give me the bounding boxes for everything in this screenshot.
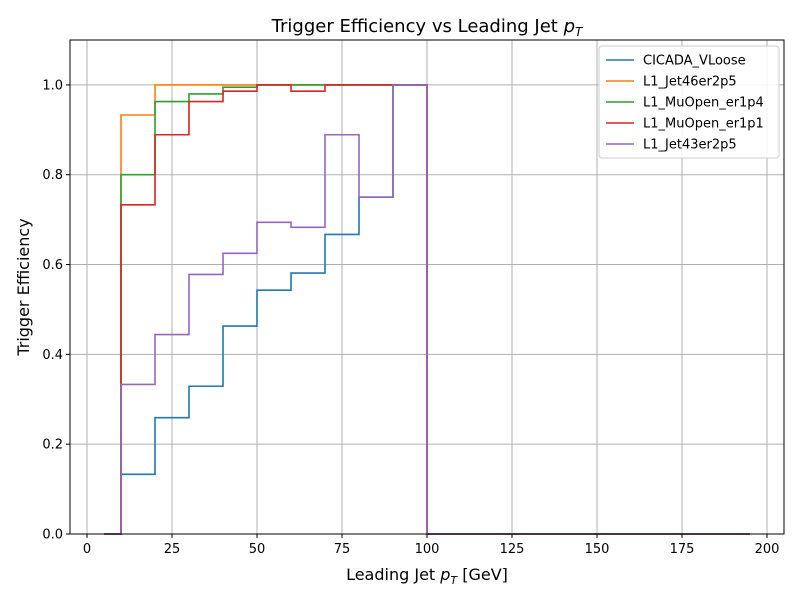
legend-label: CICADA_VLoose — [643, 54, 746, 69]
y-tick-label: 0.6 — [42, 258, 63, 273]
x-tick-label: 150 — [585, 542, 610, 557]
axis-ticks: 0 25 50 75 100 125 150 175 200 0.0 0.2 0.4 0.6 0.8 1.0 — [42, 78, 779, 557]
x-axis-label: Leading Jet pT [GeV] — [346, 565, 508, 587]
x-tick-label: 200 — [755, 542, 780, 557]
x-tick-label: 50 — [249, 542, 266, 557]
x-tick-label: 175 — [670, 542, 695, 557]
legend-label: L1_Jet43er2p5 — [643, 138, 737, 153]
chart-title: Trigger Efficiency vs Leading Jet pT — [271, 16, 584, 39]
legend-box — [598, 45, 780, 159]
y-tick-label: 1.0 — [42, 78, 63, 93]
legend: CICADA_VLoose L1_Jet46er2p5 L1_MuOpen_er1p… — [598, 45, 780, 159]
legend-label: L1_Jet46er2p5 — [643, 75, 737, 90]
y-tick-label: 0.4 — [42, 348, 63, 363]
x-tick-label: 125 — [500, 542, 525, 557]
x-tick-label: 100 — [415, 542, 440, 557]
y-tick-label: 0.2 — [42, 438, 63, 453]
legend-label: L1_MuOpen_er1p4 — [643, 96, 764, 111]
y-tick-label: 0.0 — [42, 528, 63, 543]
y-tick-label: 0.8 — [42, 168, 63, 183]
y-axis-label: Trigger Efficiency — [14, 218, 33, 356]
legend-label: L1_MuOpen_er1p1 — [643, 117, 764, 132]
x-tick-label: 0 — [83, 542, 91, 557]
x-tick-label: 25 — [164, 542, 181, 557]
x-tick-label: 75 — [334, 542, 351, 557]
